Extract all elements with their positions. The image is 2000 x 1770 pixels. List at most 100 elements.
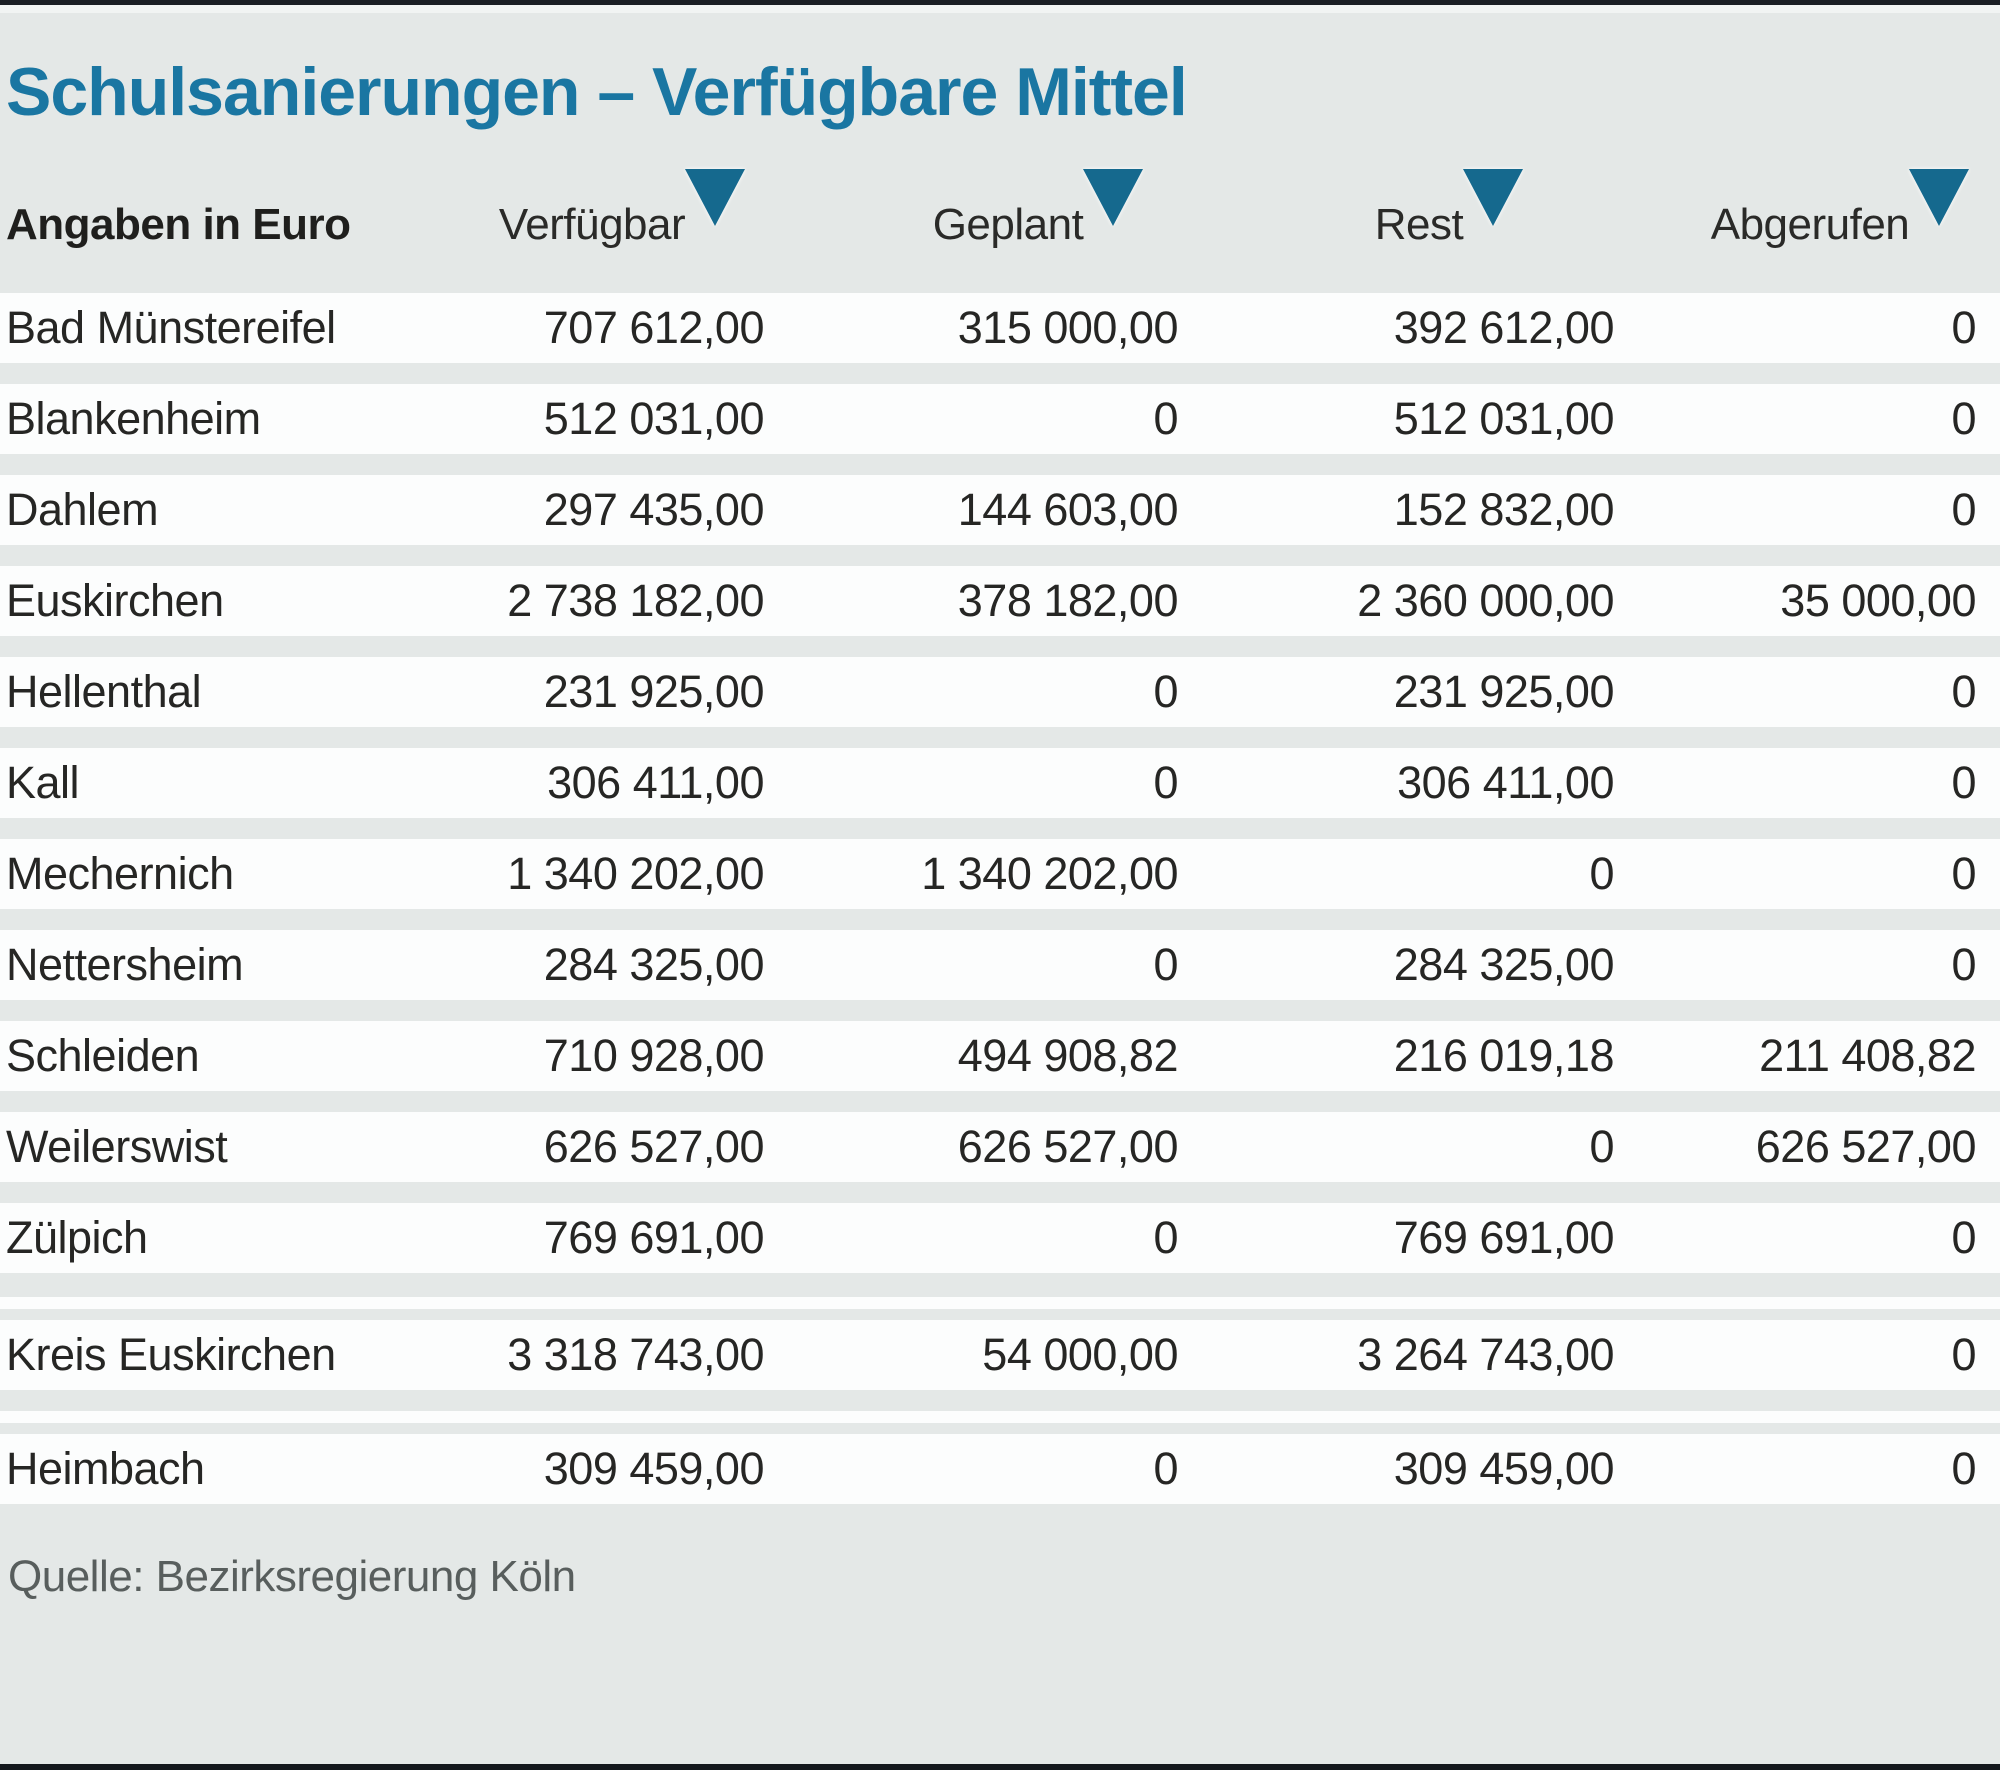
cell-value: 0 [1589, 1121, 1614, 1172]
cell-value: 3 318 743,00 [507, 1329, 764, 1380]
cell-value: 2 360 000,00 [1357, 575, 1614, 626]
cell-value: 769 691,00 [543, 1212, 765, 1263]
cell-value: 0 [1951, 484, 1976, 535]
cell-value: 54 000,00 [982, 1329, 1178, 1380]
cell-value: 0 [1951, 939, 1976, 990]
cell-value: 35 000,00 [1780, 575, 1976, 626]
cell-value: 144 603,00 [957, 484, 1179, 535]
cell-value: 0 [1951, 393, 1976, 444]
sort-triangle-down-icon [1083, 169, 1144, 243]
cell-value: 392 612,00 [1393, 302, 1615, 353]
cell-value: 512 031,00 [1393, 393, 1615, 444]
cell-value: 0 [1153, 757, 1178, 808]
row-label: Heimbach [6, 1443, 205, 1494]
table-row: Euskirchen 2 738 182,00 378 182,00 2 360 00… [0, 566, 2000, 636]
cell-value: 0 [1951, 1443, 1976, 1494]
cell-value: 0 [1951, 666, 1976, 717]
table-row: Weilerswist 626 527,00 626 527,00 0 626 527,… [0, 1112, 2000, 1182]
table-row: Schleiden 710 928,00 494 908,82 216 019,18 2… [0, 1021, 2000, 1091]
table-body: Bad Münstereifel 707 612,00 315 000,00 392 … [0, 293, 2000, 1504]
table-spacer-row [0, 1411, 2000, 1423]
cell-value: 284 325,00 [543, 939, 765, 990]
cell-value: 494 908,82 [957, 1030, 1179, 1081]
cell-value: 626 527,00 [957, 1121, 1179, 1172]
table-row: Heimbach 309 459,00 0 309 459,00 0 [0, 1434, 2000, 1504]
cell-value: 231 925,00 [543, 666, 765, 717]
cell-value: 211 408,82 [1759, 1030, 1976, 1081]
source-note: Quelle: Bezirksregierung Köln [8, 1552, 576, 1601]
row-label: Blankenheim [6, 393, 261, 444]
cell-value: 1 340 202,00 [507, 848, 764, 899]
cell-value: 2 738 182,00 [507, 575, 764, 626]
cell-value: 0 [1153, 939, 1178, 990]
page-title: Schulsanierungen – Verfügbare Mittel [6, 54, 1188, 130]
column-label: Rest [1374, 200, 1464, 249]
table-header-row: Angaben in Euro Verfügbar Geplant Rest A… [0, 169, 2000, 253]
cell-value: 512 031,00 [543, 393, 765, 444]
row-label: Zülpich [6, 1212, 148, 1263]
cell-value: 710 928,00 [543, 1030, 765, 1081]
cell-value: 306 411,00 [547, 757, 764, 808]
table-row: Kreis Euskirchen 3 318 743,00 54 000,00 3 2… [0, 1320, 2000, 1390]
cell-value: 0 [1951, 1329, 1976, 1380]
cell-value: 0 [1153, 1443, 1178, 1494]
row-label: Schleiden [6, 1030, 200, 1081]
row-label: Hellenthal [6, 666, 202, 717]
cell-value: 231 925,00 [1393, 666, 1615, 717]
cell-value: 3 264 743,00 [1357, 1329, 1614, 1380]
column-label: Abgerufen [1710, 200, 1910, 249]
cell-value: 0 [1153, 393, 1178, 444]
column-label: Geplant [932, 200, 1084, 249]
cell-value: 0 [1153, 1212, 1178, 1263]
cell-value: 626 527,00 [1755, 1121, 1977, 1172]
cell-value: 769 691,00 [1393, 1212, 1615, 1263]
table-row: Hellenthal 231 925,00 0 231 925,00 0 [0, 657, 2000, 727]
sort-triangle-down-icon [1909, 169, 1970, 243]
cell-value: 216 019,18 [1393, 1030, 1615, 1081]
cell-value: 0 [1951, 757, 1976, 808]
cell-value: 0 [1951, 302, 1976, 353]
cell-value: 297 435,00 [543, 484, 765, 535]
column-header-rest: Rest [1178, 169, 1614, 253]
table-spacer-row [0, 1297, 2000, 1309]
table-row: Zülpich 769 691,00 0 769 691,00 0 [0, 1203, 2000, 1273]
cell-value: 284 325,00 [1393, 939, 1615, 990]
row-label: Nettersheim [6, 939, 244, 990]
row-label: Bad Münstereifel [6, 302, 336, 353]
cell-value: 0 [1951, 848, 1976, 899]
cell-value: 152 832,00 [1393, 484, 1615, 535]
cell-value: 309 459,00 [1393, 1443, 1615, 1494]
row-label: Kall [6, 757, 80, 808]
table-row: Dahlem 297 435,00 144 603,00 152 832,00 0 [0, 475, 2000, 545]
bottom-rule [0, 1764, 2000, 1770]
cell-value: 309 459,00 [543, 1443, 765, 1494]
row-label: Mechernich [6, 848, 234, 899]
table-row: Kall 306 411,00 0 306 411,00 0 [0, 748, 2000, 818]
cell-value: 0 [1589, 848, 1614, 899]
row-label: Kreis Euskirchen [6, 1329, 336, 1380]
cell-value: 0 [1951, 1212, 1976, 1263]
column-header-abgerufen: Abgerufen [1614, 169, 2000, 253]
units-label: Angaben in Euro [6, 200, 351, 249]
cell-value: 626 527,00 [543, 1121, 765, 1172]
column-header-geplant: Geplant [764, 169, 1178, 253]
row-label: Weilerswist [6, 1121, 228, 1172]
sort-triangle-down-icon [1463, 169, 1524, 243]
row-label: Euskirchen [6, 575, 224, 626]
sort-triangle-down-icon [685, 169, 746, 243]
cell-value: 378 182,00 [957, 575, 1179, 626]
table-row: Mechernich 1 340 202,00 1 340 202,00 0 0 [0, 839, 2000, 909]
top-highlight-band [0, 5, 2000, 13]
table-row: Bad Münstereifel 707 612,00 315 000,00 392 … [0, 293, 2000, 363]
cell-value: 306 411,00 [1397, 757, 1614, 808]
cell-value: 707 612,00 [543, 302, 765, 353]
row-label: Dahlem [6, 484, 159, 535]
column-header-verfuegbar: Verfügbar [420, 169, 764, 253]
cell-value: 1 340 202,00 [921, 848, 1178, 899]
table-row: Nettersheim 284 325,00 0 284 325,00 0 [0, 930, 2000, 1000]
cell-value: 315 000,00 [957, 302, 1179, 353]
column-label: Verfügbar [498, 200, 686, 249]
units-header-cell: Angaben in Euro [0, 197, 420, 253]
top-rule [0, 0, 2000, 5]
